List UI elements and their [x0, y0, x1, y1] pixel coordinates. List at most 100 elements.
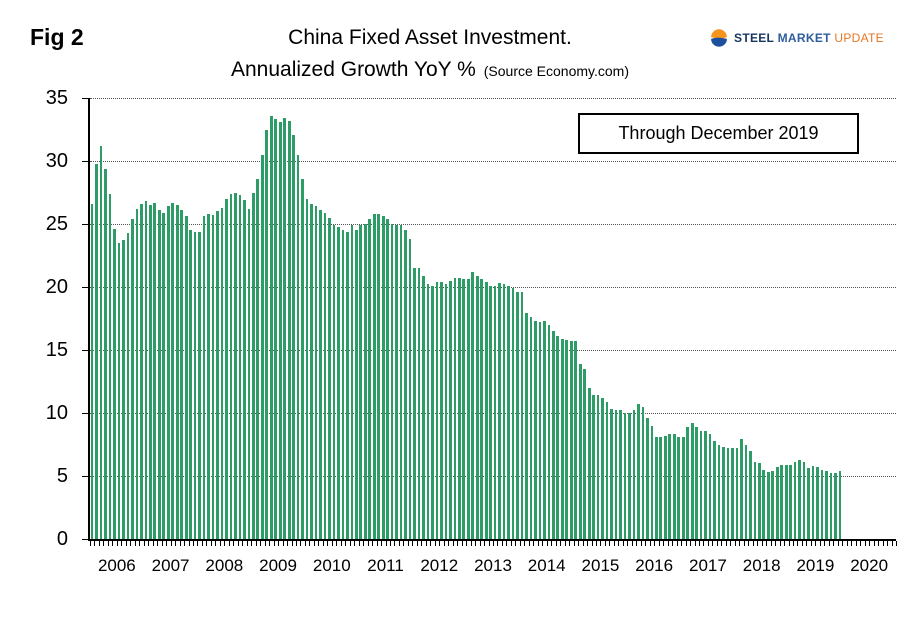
x-minor-tick: [591, 541, 593, 546]
x-year-label: 2010: [312, 556, 351, 575]
bar: [332, 225, 336, 539]
bar: [704, 430, 707, 539]
bar: [117, 242, 121, 539]
bar: [587, 387, 591, 539]
y-tick-label: 20: [45, 276, 68, 298]
bar: [663, 435, 667, 539]
x-minor-tick: [152, 541, 154, 546]
bar: [426, 284, 430, 539]
y-tick-mark: [82, 287, 88, 288]
bar: [677, 436, 681, 539]
bar: [408, 239, 412, 539]
x-minor-tick: [385, 541, 387, 546]
bar: [90, 203, 94, 539]
x-minor-tick: [206, 541, 208, 546]
x-minor-tick: [112, 541, 114, 546]
x-minor-tick: [139, 541, 141, 546]
y-tick-mark: [82, 98, 88, 99]
x-minor-tick: [551, 541, 553, 546]
bar: [180, 210, 184, 539]
bar: [189, 230, 192, 539]
gridline: [90, 224, 896, 225]
bar: [216, 211, 219, 539]
x-minor-tick: [667, 541, 669, 546]
x-minor-tick: [833, 541, 835, 546]
x-minor-tick: [806, 541, 808, 546]
x-minor-tick: [184, 541, 186, 546]
x-minor-tick: [663, 541, 665, 546]
bar: [695, 426, 698, 539]
x-minor-tick: [430, 541, 432, 546]
bar: [655, 436, 658, 539]
x-minor-tick: [882, 541, 884, 546]
chart-title-line2: Annualized Growth YoY % (Source Economy.c…: [120, 58, 740, 82]
x-minor-tick: [336, 541, 338, 546]
bar: [341, 230, 345, 539]
x-minor-tick: [309, 541, 311, 546]
bar: [395, 225, 398, 539]
x-year-label: 2009: [259, 556, 297, 575]
x-minor-tick: [869, 541, 871, 546]
bar: [417, 268, 421, 539]
bar: [404, 230, 407, 539]
bar: [95, 163, 98, 539]
x-minor-tick: [542, 541, 544, 546]
x-year-label: 2013: [474, 556, 512, 575]
annotation-box: Through December 2019: [578, 113, 859, 154]
bar: [238, 195, 242, 539]
x-minor-tick: [170, 541, 172, 546]
x-minor-tick: [116, 541, 118, 546]
bar: [560, 338, 564, 539]
gridline: [90, 98, 896, 99]
y-tick-mark: [82, 539, 88, 540]
x-year-label: 2008: [205, 556, 244, 575]
x-minor-tick: [618, 541, 620, 546]
x-minor-tick: [654, 541, 656, 546]
bar: [672, 434, 676, 539]
x-minor-tick: [649, 541, 651, 546]
x-minor-tick: [260, 541, 262, 546]
x-minor-tick: [690, 541, 692, 546]
x-minor-tick: [788, 541, 790, 546]
bar: [475, 275, 479, 539]
bar: [744, 444, 748, 539]
bar: [135, 208, 139, 539]
x-minor-tick: [201, 541, 203, 546]
bar: [614, 410, 618, 539]
bar: [511, 288, 515, 539]
x-year-label: 2015: [581, 556, 620, 575]
x-minor-tick: [748, 541, 750, 546]
bar: [122, 240, 125, 539]
x-minor-tick: [349, 541, 351, 546]
bar: [337, 226, 340, 539]
x-minor-tick: [166, 541, 168, 546]
x-minor-tick: [318, 541, 320, 546]
x-minor-tick: [466, 541, 468, 546]
x-minor-tick: [210, 541, 212, 546]
bar: [493, 285, 497, 539]
bar: [838, 470, 842, 539]
x-minor-tick: [394, 541, 396, 546]
x-minor-tick: [143, 541, 145, 546]
gridline: [90, 413, 896, 414]
gridline: [90, 476, 896, 477]
x-minor-tick: [770, 541, 772, 546]
smu-logo-word-market: MARKET: [777, 31, 831, 45]
x-minor-tick: [291, 541, 293, 546]
bar: [269, 115, 273, 539]
bar: [278, 121, 282, 539]
x-minor-tick: [600, 541, 602, 546]
x-minor-tick: [636, 541, 638, 546]
bar: [144, 201, 148, 539]
bar: [346, 231, 349, 539]
x-minor-tick: [452, 541, 454, 546]
x-minor-tick: [739, 541, 741, 546]
x-minor-tick: [269, 541, 271, 546]
y-axis-tick-marks: [82, 98, 88, 540]
x-minor-tick: [837, 541, 839, 546]
bar: [283, 118, 287, 539]
x-minor-tick: [887, 541, 889, 546]
bar: [243, 200, 246, 539]
bar: [225, 198, 228, 539]
x-minor-tick: [358, 541, 360, 546]
